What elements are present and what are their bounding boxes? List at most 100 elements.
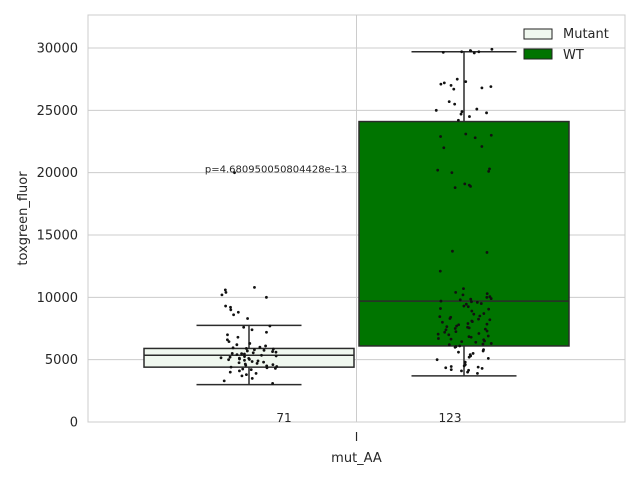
data-point xyxy=(442,81,446,85)
data-point xyxy=(441,320,444,324)
data-point xyxy=(452,87,456,91)
data-point xyxy=(488,295,492,299)
data-point xyxy=(474,340,478,344)
data-point xyxy=(436,332,440,336)
data-point xyxy=(460,50,464,54)
data-point xyxy=(482,312,486,315)
data-point xyxy=(271,347,275,351)
data-point xyxy=(489,342,493,345)
data-point xyxy=(254,371,258,375)
y-tick-label: 25000 xyxy=(37,104,78,119)
data-point xyxy=(467,368,470,372)
data-point xyxy=(242,325,246,329)
data-point xyxy=(458,298,462,302)
data-point xyxy=(222,379,226,383)
data-point xyxy=(473,136,477,140)
data-point xyxy=(454,290,458,294)
data-point xyxy=(458,344,462,348)
data-point xyxy=(469,354,473,358)
data-point xyxy=(439,299,443,303)
data-point xyxy=(441,50,445,54)
data-point xyxy=(438,269,442,273)
data-point xyxy=(444,328,448,332)
strip-points xyxy=(219,47,494,385)
data-point xyxy=(235,353,239,357)
data-point xyxy=(449,84,453,87)
data-point xyxy=(449,365,453,368)
data-point xyxy=(439,307,442,310)
data-point xyxy=(219,356,223,360)
data-point xyxy=(470,300,473,304)
data-point xyxy=(470,309,474,313)
data-point xyxy=(244,347,248,350)
data-point xyxy=(447,100,451,104)
y-tick-label: 30000 xyxy=(37,42,78,57)
data-point xyxy=(472,312,476,316)
data-point xyxy=(243,358,246,362)
data-point xyxy=(462,304,466,308)
data-point xyxy=(455,324,458,328)
points-mutant xyxy=(219,171,279,385)
data-point xyxy=(229,365,233,369)
data-point xyxy=(229,305,232,309)
data-point xyxy=(271,381,275,385)
data-point xyxy=(472,51,476,55)
data-point xyxy=(265,330,268,334)
data-point xyxy=(463,360,467,364)
data-point xyxy=(449,337,453,341)
data-point xyxy=(456,118,460,122)
box-mutant xyxy=(143,324,355,386)
data-point xyxy=(464,302,468,306)
data-point xyxy=(463,363,467,367)
data-point xyxy=(262,348,266,352)
data-point xyxy=(253,348,256,352)
data-point xyxy=(488,167,491,171)
data-point xyxy=(483,327,487,331)
data-point xyxy=(487,307,491,311)
legend-label-wt: WT xyxy=(563,48,584,63)
data-point xyxy=(241,367,245,371)
data-point xyxy=(470,320,474,324)
data-point xyxy=(271,363,275,367)
data-point xyxy=(485,295,489,299)
count-labels: 71 123 xyxy=(276,411,461,425)
data-point xyxy=(486,357,490,360)
data-point xyxy=(447,333,451,337)
legend: Mutant WT xyxy=(523,27,609,63)
data-point xyxy=(250,360,254,363)
y-tick-label: 10000 xyxy=(37,291,78,306)
data-point xyxy=(480,86,484,90)
data-point xyxy=(478,314,482,318)
data-point xyxy=(236,310,240,314)
data-point xyxy=(226,338,229,342)
plot-frame xyxy=(87,14,626,423)
data-point xyxy=(271,350,274,353)
data-point xyxy=(228,355,232,359)
data-point xyxy=(240,352,243,356)
data-point xyxy=(248,358,251,361)
data-point xyxy=(442,146,446,150)
data-point xyxy=(233,171,236,175)
data-point xyxy=(238,369,241,373)
data-point xyxy=(262,360,265,364)
data-point xyxy=(467,183,471,187)
data-point xyxy=(229,308,233,312)
data-point xyxy=(454,330,458,334)
data-point xyxy=(477,332,481,335)
data-point xyxy=(265,295,268,299)
data-point xyxy=(469,335,473,339)
data-point xyxy=(224,304,228,308)
data-point xyxy=(464,132,468,136)
data-point xyxy=(260,353,263,357)
data-point xyxy=(240,374,244,378)
data-point xyxy=(436,168,440,172)
data-point xyxy=(466,322,470,325)
data-point xyxy=(479,302,483,305)
data-point xyxy=(451,249,454,253)
data-point xyxy=(460,110,464,113)
data-point xyxy=(485,329,489,333)
data-point xyxy=(244,373,248,377)
data-point xyxy=(467,335,471,339)
data-point xyxy=(268,324,272,328)
data-point xyxy=(236,335,240,339)
